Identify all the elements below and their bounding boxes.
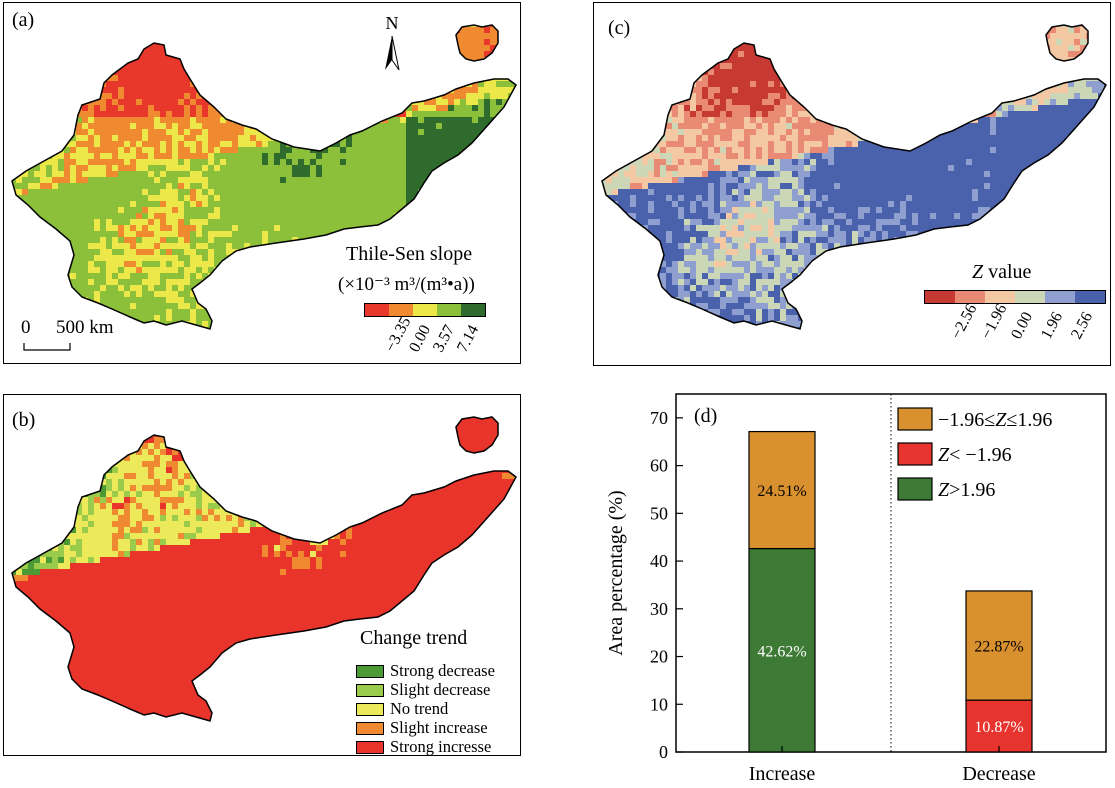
z-colorbar: [924, 290, 1106, 304]
colorbar-swatch: [925, 291, 955, 303]
scale-distance: 500 km: [56, 317, 114, 338]
slope-raster-island: [456, 25, 498, 61]
trend-legend-item: No trend: [356, 699, 448, 719]
legend-label: Z< −1.96: [938, 444, 1012, 466]
trend-legend-item: Slight decrease: [356, 680, 490, 700]
chart-legend: −1.96≤Z≤1.96 Z< −1.96 Z>1.96: [897, 407, 1052, 501]
x-tick-label: Decrease: [962, 763, 1035, 785]
y-tick-label: 0: [659, 742, 668, 762]
panel-d-label: (d): [694, 405, 717, 427]
colorbar-swatch: [413, 304, 437, 316]
bars: 42.62% 24.51% 10.87% 22.87%: [748, 430, 1033, 753]
y-tick-label: 10: [650, 694, 668, 714]
north-label: N: [385, 13, 399, 33]
trend-legend-label: Strong decrease: [390, 661, 495, 680]
trend-legend-item: Slight increase: [356, 718, 488, 738]
x-axis: Increase Decrease: [749, 746, 1036, 785]
y-tick-label: 50: [650, 503, 668, 523]
z-map: [601, 24, 1107, 330]
y-tick-label: 20: [650, 647, 668, 667]
x-tick-label: Increase: [749, 763, 816, 785]
slope-colorbar: [364, 303, 486, 317]
area-percentage-chart: (d) Area percentage (%) 010203040506070 …: [605, 393, 1107, 785]
legend-swatch: [897, 442, 933, 466]
legend-label: Z>1.96: [938, 479, 995, 501]
scale-zero: 0: [21, 317, 31, 338]
bar-data-label: 10.87%: [974, 719, 1023, 736]
trend-legend-label: Slight increase: [390, 718, 488, 737]
panel-c: (c) Z value −2.56 −1.96 0.00 1.96 2.56: [593, 2, 1111, 366]
trend-legend-label: Slight decrease: [390, 680, 491, 699]
bar-segment: [965, 590, 1033, 701]
scale-bar: [23, 343, 71, 351]
bar-data-label: 22.87%: [974, 639, 1023, 656]
y-tick-label: 60: [650, 456, 668, 476]
slope-map: [11, 24, 517, 351]
y-tick-label: 40: [650, 551, 668, 571]
colorbar-swatch: [1045, 291, 1075, 303]
trend-legend-swatch: [356, 740, 384, 754]
trend-legend-item: Strong incresse: [356, 737, 492, 756]
panel-c-label: (c): [608, 17, 631, 39]
bar-segment: [748, 547, 816, 753]
colorbar-swatch: [955, 291, 985, 303]
legend-swatch: [897, 407, 933, 431]
y-axis-label: Area percentage (%): [605, 490, 627, 655]
bar-data-label: 42.62%: [757, 643, 806, 660]
trend-raster-island: [456, 417, 498, 453]
trend-map: [11, 416, 517, 722]
colorbar-swatch: [985, 291, 1015, 303]
trend-legend-swatch: [356, 664, 384, 678]
colorbar-swatch: [461, 304, 485, 316]
colorbar-swatch: [365, 304, 389, 316]
slope-legend-unit: (×10⁻³ m³/(m³•a)): [338, 274, 475, 295]
panel-a: (a) N 0 500 km Thile-Sen slope (×10⁻³ m³…: [3, 2, 521, 364]
z-legend-title-z: Z: [972, 261, 984, 283]
legend-label: −1.96≤Z≤1.96: [938, 409, 1052, 431]
trend-legend-swatch: [356, 721, 384, 735]
y-tick-label: 30: [650, 599, 668, 619]
trend-legend-item: Strong decrease: [356, 661, 495, 681]
colorbar-swatch: [389, 304, 413, 316]
z-raster-island: [1046, 25, 1088, 61]
legend-swatch: [897, 477, 933, 501]
colorbar-swatch: [437, 304, 461, 316]
bar-segment: [748, 430, 816, 550]
panel-b: (b) Change trend Strong decrease Slight d…: [3, 394, 521, 756]
trend-legend-label: No trend: [390, 699, 449, 718]
panel-b-label: (b): [12, 409, 36, 431]
bar-data-label: 24.51%: [757, 483, 806, 500]
trend-legend-title: Change trend: [360, 627, 468, 649]
colorbar-swatch: [1075, 291, 1105, 303]
y-axis: 0 10 20 30 40 50 60 70: [650, 408, 683, 762]
slope-legend-title: Thile-Sen slope: [346, 243, 473, 265]
z-legend-title-rest: value: [983, 261, 1032, 283]
trend-legend-label: Strong incresse: [390, 737, 492, 756]
trend-legend-swatch: [356, 683, 384, 697]
north-arrow-icon: N: [382, 13, 402, 77]
colorbar-swatch: [1015, 291, 1045, 303]
y-tick-label: 70: [650, 408, 668, 428]
z-legend-title: Z value: [972, 261, 1031, 284]
trend-legend-swatch: [356, 702, 384, 716]
panel-a-label: (a): [12, 9, 35, 31]
